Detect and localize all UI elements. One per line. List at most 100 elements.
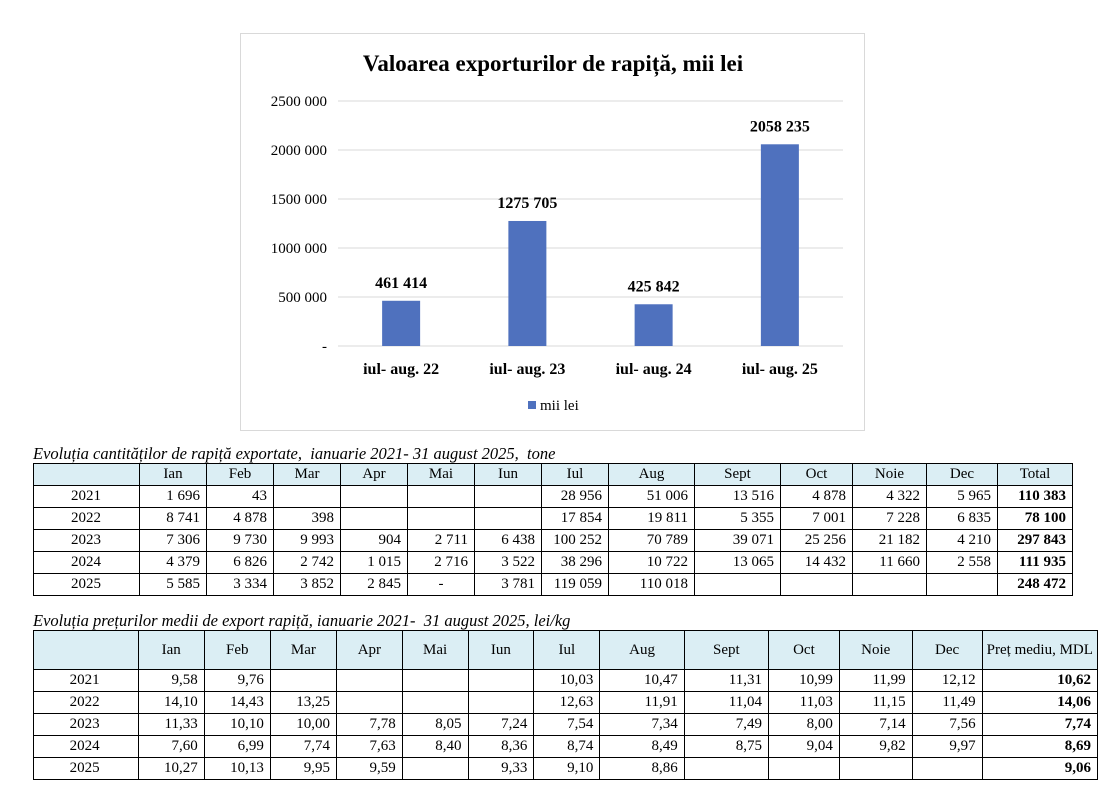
table-cell: 2 845 <box>340 573 408 596</box>
table-cell <box>335 669 403 692</box>
table-cell: 9,04 <box>767 735 840 758</box>
table-cell: 19 811 <box>608 507 695 530</box>
y-tick-label: 500 000 <box>278 290 327 306</box>
table-cell: 100 252 <box>541 529 609 552</box>
column-header: Sept <box>683 630 769 670</box>
data-label: 425 842 <box>628 278 680 295</box>
table-cell <box>407 485 475 508</box>
table-cell: 9 730 <box>206 529 274 552</box>
x-tick-label: iul- aug. 25 <box>742 361 818 378</box>
table-cell: 4 210 <box>926 529 998 552</box>
column-header: Oct <box>780 463 853 486</box>
table-cell: 38 296 <box>541 551 609 574</box>
table-cell <box>911 757 983 780</box>
row-total: 10,62 <box>981 669 1098 692</box>
table-cell: 11,31 <box>683 669 769 692</box>
table-cell: 398 <box>273 507 341 530</box>
row-year: 2023 <box>33 529 140 552</box>
column-header: Mar <box>273 463 341 486</box>
table-cell: 14,10 <box>137 691 205 714</box>
table-cell: 10,99 <box>767 669 840 692</box>
table-row: 2024 7,60 6,99 7,74 7,63 8,40 8,36 8,74 8,49 8,75… <box>33 735 1098 758</box>
y-tick-label: - <box>322 339 327 355</box>
data-label: 2058 235 <box>750 118 810 135</box>
table-cell: 51 006 <box>608 485 695 508</box>
column-header: Iun <box>467 630 535 670</box>
table-cell: 2 742 <box>273 551 341 574</box>
legend-label: mii lei <box>540 398 579 414</box>
table-cell: 28 956 <box>541 485 609 508</box>
table-cell: 11,33 <box>137 713 205 736</box>
table-cell: 8 741 <box>139 507 207 530</box>
chart-panel: Valoarea exporturilor de rapiță, mii lei… <box>240 33 865 431</box>
table-cell: 3 522 <box>474 551 542 574</box>
x-tick-label: iul- aug. 23 <box>489 361 565 378</box>
table-cell <box>474 485 542 508</box>
table-cell: 6 826 <box>206 551 274 574</box>
table-cell: 9,97 <box>911 735 983 758</box>
table-cell: 6,99 <box>203 735 271 758</box>
table-cell: 6 835 <box>926 507 998 530</box>
table-cell: 11 660 <box>852 551 927 574</box>
table-cell: 8,74 <box>533 735 601 758</box>
table-cell: 5 965 <box>926 485 998 508</box>
table-cell: 10,03 <box>533 669 601 692</box>
table-cell: 7,49 <box>683 713 769 736</box>
export-price-table: Ian Feb Mar Apr Mai Iun Iul Aug Sept Oct Noie Dec Pr… <box>33 630 1098 780</box>
table-row: 2021 9,58 9,76 10,03 10,47 11,31 10,99 11,99 12,… <box>33 669 1098 692</box>
table-cell: 1 696 <box>139 485 207 508</box>
table-cell: 5 585 <box>139 573 207 596</box>
table-cell: 8,00 <box>767 713 840 736</box>
column-header: Mai <box>407 463 475 486</box>
row-total: 14,06 <box>981 691 1098 714</box>
table-cell: 3 852 <box>273 573 341 596</box>
column-header: Noie <box>838 630 913 670</box>
table-cell: 21 182 <box>852 529 927 552</box>
table-cell: 2 558 <box>926 551 998 574</box>
table-cell: 13 516 <box>694 485 781 508</box>
row-total: 9,06 <box>981 757 1098 780</box>
table-cell: 7 228 <box>852 507 927 530</box>
chart-title: Valoarea exporturilor de rapiță, mii lei <box>363 51 744 77</box>
table-cell: 7,74 <box>269 735 337 758</box>
table-cell: 14 432 <box>780 551 853 574</box>
table-cell <box>926 573 998 596</box>
column-header: Ian <box>137 630 205 670</box>
table-cell: 9,82 <box>838 735 913 758</box>
table-cell: 4 322 <box>852 485 927 508</box>
column-header: Total <box>997 463 1073 486</box>
table-header-row: Ian Feb Mar Apr Mai Iun Iul Aug Sept Oct Noie Dec Pr… <box>33 630 1098 670</box>
table-cell <box>683 757 769 780</box>
column-header <box>33 630 139 670</box>
table-cell: 7,63 <box>335 735 403 758</box>
table-cell: 9,76 <box>203 669 271 692</box>
table-cell: 12,63 <box>533 691 601 714</box>
table-cell: 13,25 <box>269 691 337 714</box>
table-cell: 9,59 <box>335 757 403 780</box>
row-year: 2022 <box>33 691 139 714</box>
table-cell: 8,49 <box>599 735 685 758</box>
column-header: Noie <box>852 463 927 486</box>
row-year: 2021 <box>33 669 139 692</box>
legend-swatch <box>528 401 536 409</box>
table-cell <box>467 669 535 692</box>
table-cell: 4 878 <box>780 485 853 508</box>
table-cell: 9,58 <box>137 669 205 692</box>
table-row: 2023 7 306 9 730 9 993 904 2 711 6 438 100 252 7… <box>33 529 1073 552</box>
column-header: Apr <box>340 463 408 486</box>
table-cell: 12,12 <box>911 669 983 692</box>
export-quantity-table: Ian Feb Mar Apr Mai Iun Iul Aug Sept Oct Noie Dec To… <box>33 463 1073 596</box>
bar-chart: Valoarea exporturilor de rapiță, mii lei… <box>271 51 843 414</box>
column-header: Mai <box>401 630 469 670</box>
column-header: Aug <box>608 463 695 486</box>
table-cell: 904 <box>340 529 408 552</box>
row-total: 8,69 <box>981 735 1098 758</box>
bar <box>382 300 421 346</box>
x-tick-label: iul- aug. 24 <box>616 361 692 378</box>
table-cell: - <box>407 573 475 596</box>
table-cell: 9,10 <box>533 757 601 780</box>
table-cell: 7,56 <box>911 713 983 736</box>
table-cell: 7,14 <box>838 713 913 736</box>
table-cell: 11,15 <box>838 691 913 714</box>
table-row: 2023 11,33 10,10 10,00 7,78 8,05 7,24 7,54 7,34 7… <box>33 713 1098 736</box>
